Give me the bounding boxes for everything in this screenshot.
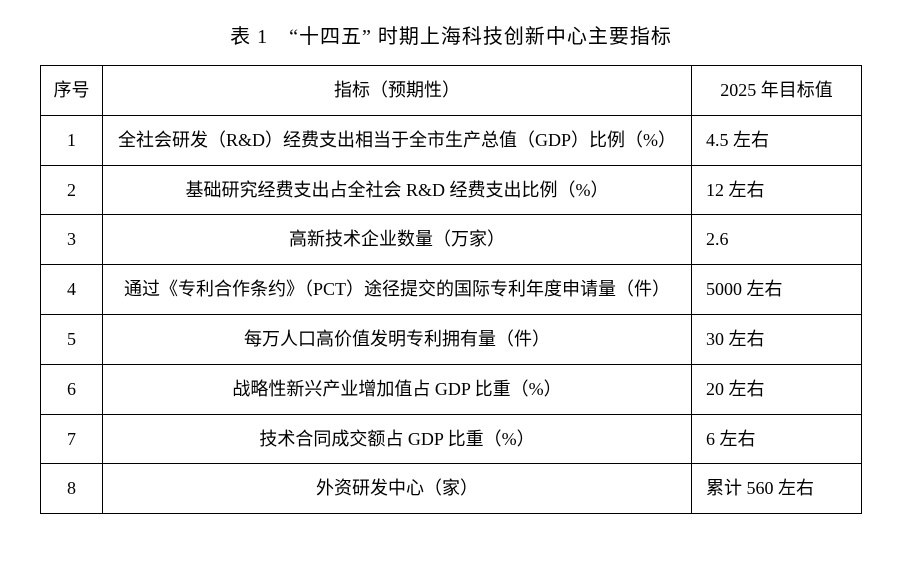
cell-num: 3 <box>41 215 103 265</box>
cell-num: 4 <box>41 265 103 315</box>
table-header-row: 序号 指标（预期性） 2025 年目标值 <box>41 66 862 116</box>
cell-num: 1 <box>41 115 103 165</box>
cell-indicator: 战略性新兴产业增加值占 GDP 比重（%） <box>103 364 692 414</box>
table-row: 2基础研究经费支出占全社会 R&D 经费支出比例（%）12 左右 <box>41 165 862 215</box>
header-indicator: 指标（预期性） <box>103 66 692 116</box>
cell-num: 7 <box>41 414 103 464</box>
cell-num: 6 <box>41 364 103 414</box>
cell-target: 5000 左右 <box>692 265 862 315</box>
table-row: 6战略性新兴产业增加值占 GDP 比重（%）20 左右 <box>41 364 862 414</box>
cell-num: 8 <box>41 464 103 514</box>
table-row: 3高新技术企业数量（万家）2.6 <box>41 215 862 265</box>
cell-num: 5 <box>41 314 103 364</box>
cell-target: 累计 560 左右 <box>692 464 862 514</box>
cell-indicator: 每万人口高价值发明专利拥有量（件） <box>103 314 692 364</box>
cell-indicator: 外资研发中心（家） <box>103 464 692 514</box>
cell-indicator: 基础研究经费支出占全社会 R&D 经费支出比例（%） <box>103 165 692 215</box>
cell-target: 4.5 左右 <box>692 115 862 165</box>
cell-num: 2 <box>41 165 103 215</box>
table-row: 7技术合同成交额占 GDP 比重（%）6 左右 <box>41 414 862 464</box>
table-caption: 表 1 “十四五” 时期上海科技创新中心主要指标 <box>40 20 862 49</box>
table-row: 5每万人口高价值发明专利拥有量（件）30 左右 <box>41 314 862 364</box>
header-num: 序号 <box>41 66 103 116</box>
cell-indicator: 通过《专利合作条约》（PCT）途径提交的国际专利年度申请量（件） <box>103 265 692 315</box>
cell-target: 20 左右 <box>692 364 862 414</box>
cell-target: 6 左右 <box>692 414 862 464</box>
table-row: 1全社会研发（R&D）经费支出相当于全市生产总值（GDP）比例（%）4.5 左右 <box>41 115 862 165</box>
cell-target: 2.6 <box>692 215 862 265</box>
table-row: 4通过《专利合作条约》（PCT）途径提交的国际专利年度申请量（件）5000 左右 <box>41 265 862 315</box>
cell-target: 12 左右 <box>692 165 862 215</box>
header-target: 2025 年目标值 <box>692 66 862 116</box>
indicators-table: 序号 指标（预期性） 2025 年目标值 1全社会研发（R&D）经费支出相当于全… <box>40 65 862 514</box>
cell-indicator: 技术合同成交额占 GDP 比重（%） <box>103 414 692 464</box>
cell-target: 30 左右 <box>692 314 862 364</box>
cell-indicator: 高新技术企业数量（万家） <box>103 215 692 265</box>
table-row: 8外资研发中心（家）累计 560 左右 <box>41 464 862 514</box>
cell-indicator: 全社会研发（R&D）经费支出相当于全市生产总值（GDP）比例（%） <box>103 115 692 165</box>
